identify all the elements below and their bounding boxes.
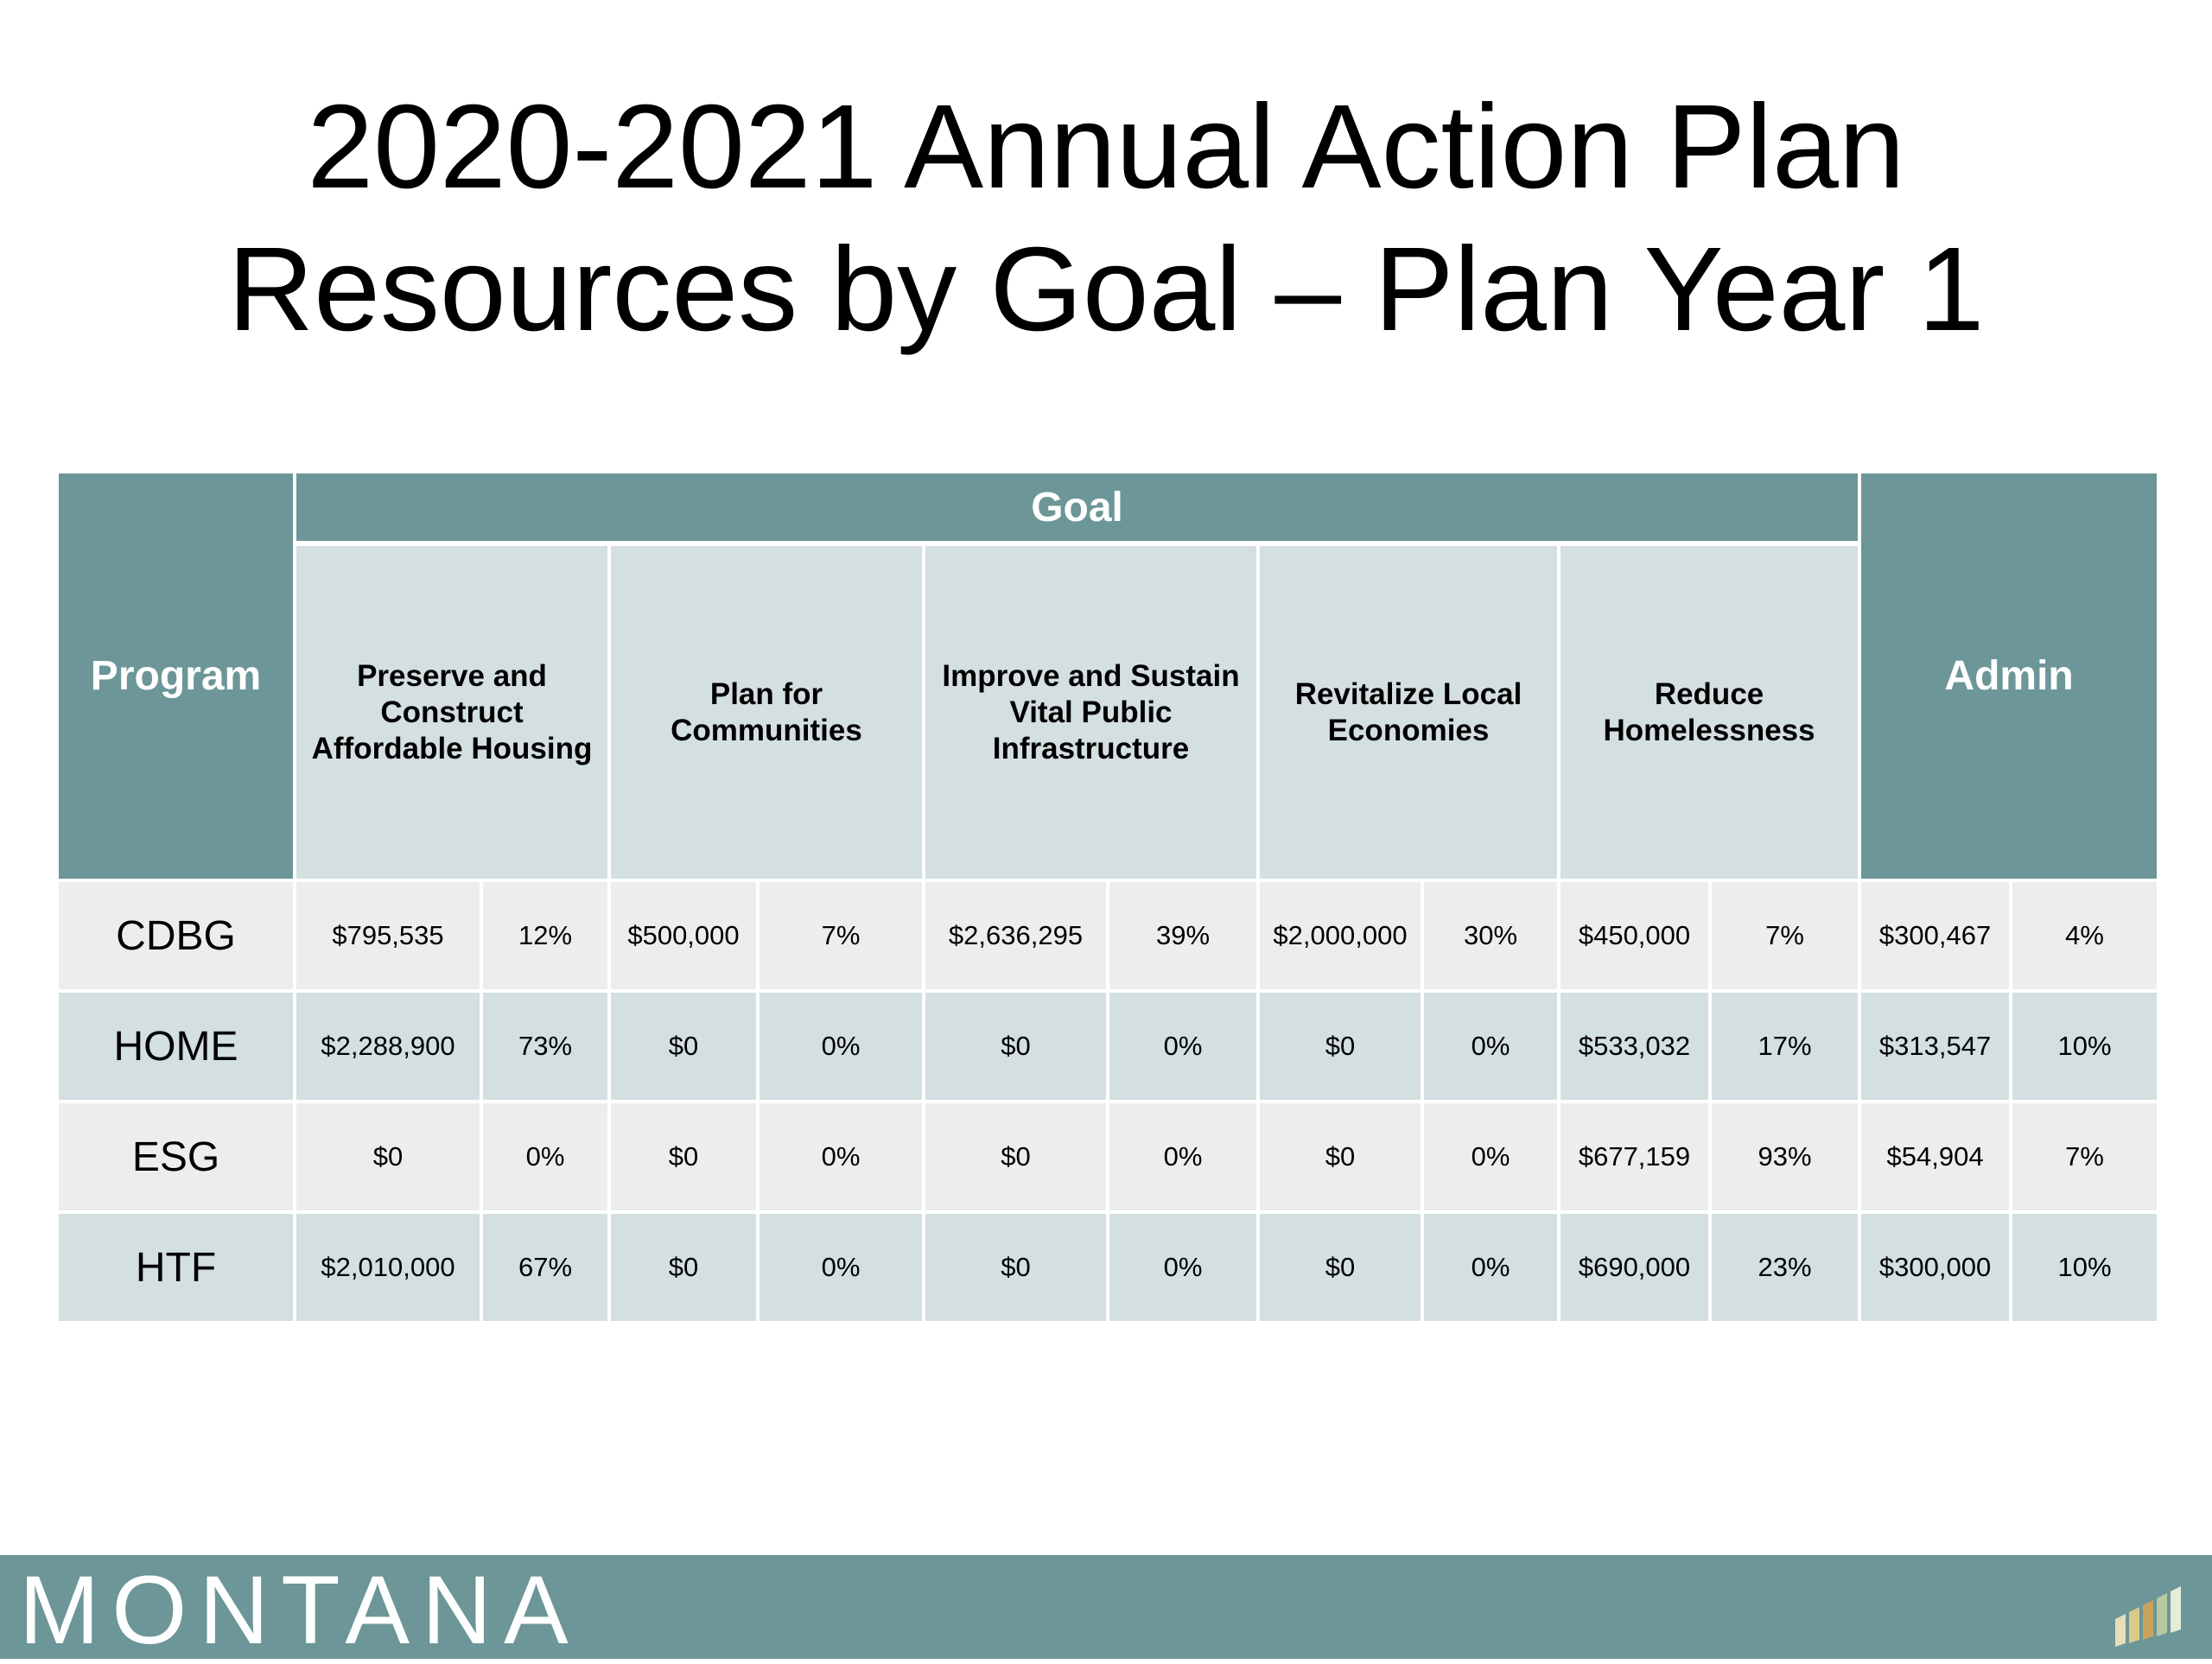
amount-cell: $500,000 <box>607 879 760 993</box>
goal-label: Reduce Homelessness <box>1603 676 1815 747</box>
percent-cell: 0% <box>1106 989 1260 1103</box>
program-name: ESG <box>55 1100 296 1214</box>
amount-cell: $0 <box>293 1100 483 1214</box>
slide-title: 2020-2021 Annual Action Plan Resources b… <box>0 76 2212 361</box>
amount-cell: $0 <box>1256 1100 1424 1214</box>
amount-cell: $0 <box>922 1210 1109 1324</box>
goal-header-cell: Reduce Homelessness <box>1556 542 1862 882</box>
amount-cell: $690,000 <box>1557 1210 1712 1324</box>
goal-label: Plan for Communities <box>671 676 862 747</box>
percent-cell: 7% <box>756 879 925 993</box>
program-name: CDBG <box>55 879 296 993</box>
amount-cell: $533,032 <box>1557 989 1712 1103</box>
percent-cell: 23% <box>1707 1210 1862 1324</box>
footer-bar: MONTANA <box>0 1555 2212 1664</box>
goal-header-cell: Plan for Communities <box>607 542 925 882</box>
amount-cell: $0 <box>1256 989 1424 1103</box>
amount-cell: $2,636,295 <box>922 879 1109 993</box>
percent-cell: 0% <box>1421 1100 1560 1214</box>
percent-cell: 0% <box>1106 1100 1260 1214</box>
amount-cell: $0 <box>607 989 760 1103</box>
goal-header-cell: Revitalize Local Economies <box>1256 542 1560 882</box>
admin-header: Admin <box>1858 470 2161 882</box>
percent-cell: 0% <box>480 1100 611 1214</box>
percent-cell: 17% <box>1707 989 1862 1103</box>
percent-cell: 7% <box>1707 879 1862 993</box>
program-name: HOME <box>55 989 296 1103</box>
percent-cell: 4% <box>2009 879 2161 993</box>
amount-cell: $677,159 <box>1557 1100 1712 1214</box>
amount-cell: $0 <box>1256 1210 1424 1324</box>
percent-cell: 0% <box>756 1210 925 1324</box>
percent-cell: 0% <box>756 1100 925 1214</box>
percent-cell: 0% <box>756 989 925 1103</box>
table-row: HOME $2,288,900 73% $0 0% $0 0% $0 0% $533,032 17%… <box>55 989 2161 1103</box>
title-line-1: 2020-2021 Annual Action Plan <box>307 80 1905 213</box>
amount-cell: $0 <box>922 989 1109 1103</box>
program-header: Program <box>55 470 296 882</box>
brand-name: MONTANA <box>19 1556 581 1664</box>
table-row: CDBG $795,535 12% $500,000 7% $2,636,295 39% $2… <box>55 879 2161 993</box>
bar-graphic-logo-icon <box>2115 1586 2181 1647</box>
program-name: HTF <box>55 1210 296 1324</box>
percent-cell: 10% <box>2009 1210 2161 1324</box>
amount-cell: $0 <box>607 1210 760 1324</box>
table-row: HTF $2,010,000 67% $0 0% $0 0% $0 0% $690,000 23% $… <box>55 1210 2161 1324</box>
percent-cell: 30% <box>1421 879 1560 993</box>
amount-cell: $54,904 <box>1858 1100 2013 1214</box>
amount-cell: $2,010,000 <box>293 1210 483 1324</box>
goal-label: Preserve and Construct Affordable Housin… <box>311 658 593 765</box>
percent-cell: 0% <box>1421 989 1560 1103</box>
percent-cell: 0% <box>1421 1210 1560 1324</box>
goal-header-cell: Preserve and Construct Affordable Housin… <box>293 542 611 882</box>
title-line-2: Resources by Goal – Plan Year 1 <box>227 223 1985 356</box>
resources-table: Program Goal Admin Preserve and Construc… <box>55 470 2161 1324</box>
amount-cell: $0 <box>607 1100 760 1214</box>
percent-cell: 12% <box>480 879 611 993</box>
percent-cell: 67% <box>480 1210 611 1324</box>
amount-cell: $300,000 <box>1858 1210 2013 1324</box>
goal-label: Improve and Sustain Vital Public Infrast… <box>942 658 1240 765</box>
percent-cell: 10% <box>2009 989 2161 1103</box>
goal-label: Revitalize Local Economies <box>1294 676 1522 747</box>
amount-cell: $313,547 <box>1858 989 2013 1103</box>
amount-cell: $450,000 <box>1557 879 1712 993</box>
goal-header: Goal <box>292 470 1862 546</box>
percent-cell: 0% <box>1106 1210 1260 1324</box>
percent-cell: 7% <box>2009 1100 2161 1214</box>
amount-cell: $300,467 <box>1858 879 2013 993</box>
amount-cell: $0 <box>922 1100 1109 1214</box>
amount-cell: $795,535 <box>293 879 483 993</box>
percent-cell: 39% <box>1106 879 1260 993</box>
amount-cell: $2,000,000 <box>1256 879 1424 993</box>
percent-cell: 93% <box>1707 1100 1862 1214</box>
goal-header-cell: Improve and Sustain Vital Public Infrast… <box>922 542 1260 882</box>
table-body: CDBG $795,535 12% $500,000 7% $2,636,295 39% $2… <box>55 879 2161 1324</box>
amount-cell: $2,288,900 <box>293 989 483 1103</box>
percent-cell: 73% <box>480 989 611 1103</box>
table-row: ESG $0 0% $0 0% $0 0% $0 0% $677,159 93% $54,904 7% <box>55 1100 2161 1214</box>
